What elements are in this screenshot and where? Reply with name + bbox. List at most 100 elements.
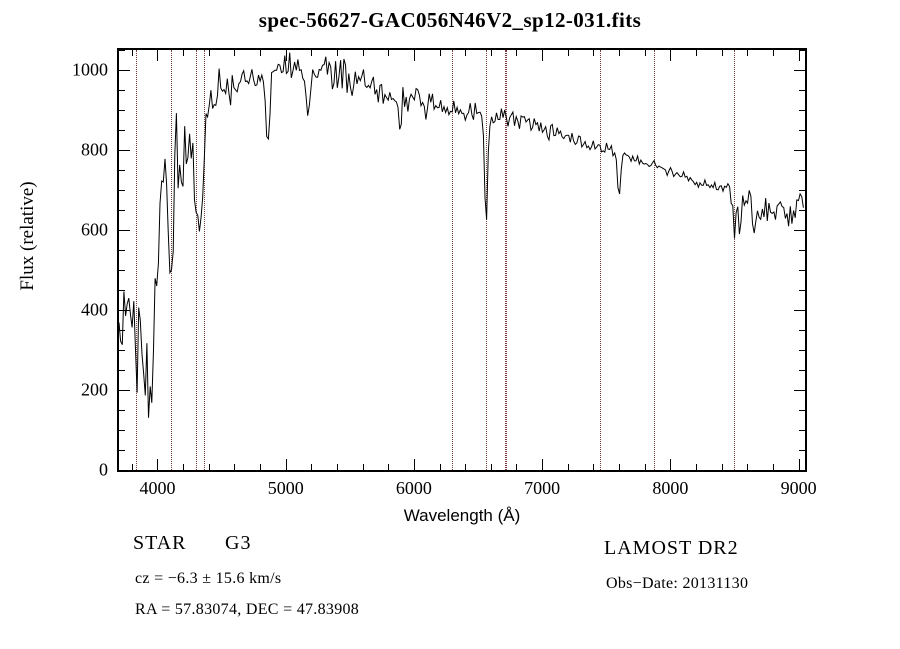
- line-marker-Li: [504, 50, 506, 470]
- tick-mark: [157, 459, 159, 470]
- tick-mark: [799, 170, 805, 171]
- tick-mark: [619, 50, 621, 56]
- tick-mark: [799, 290, 805, 291]
- tick-mark: [747, 50, 749, 56]
- tick-mark: [619, 464, 621, 470]
- tick-mark: [798, 459, 800, 470]
- tick-mark: [119, 150, 130, 151]
- tick-mark: [413, 459, 415, 470]
- object-type-label: STAR: [133, 532, 187, 554]
- tick-mark: [799, 450, 805, 451]
- tick-mark: [794, 70, 805, 71]
- tick-mark: [119, 330, 125, 331]
- y-tick-1000: 1000: [72, 59, 108, 80]
- line-marker-OIII: [204, 50, 205, 470]
- tick-mark: [542, 459, 544, 470]
- x-tick-5000: 5000: [267, 478, 304, 498]
- tick-mark: [490, 50, 492, 56]
- tick-mark: [794, 230, 805, 231]
- tick-mark: [119, 170, 125, 171]
- line-marker-CaII: [734, 50, 736, 470]
- tick-mark: [696, 50, 697, 56]
- y-tick-800: 800: [81, 139, 108, 160]
- tick-mark: [567, 50, 569, 56]
- spectral-class-label: G3: [225, 532, 252, 554]
- tick-mark: [567, 464, 569, 470]
- tick-mark: [208, 50, 210, 56]
- tick-mark: [490, 464, 492, 470]
- line-marker-SII: [654, 50, 656, 470]
- x-tick-6000: 6000: [395, 478, 432, 498]
- tick-mark: [260, 464, 262, 470]
- tick-mark: [794, 150, 805, 151]
- tick-mark: [311, 50, 313, 56]
- tick-mark: [799, 130, 805, 131]
- tick-mark: [157, 50, 159, 61]
- x-tick-9000: 9000: [780, 478, 817, 498]
- tick-mark: [119, 350, 125, 351]
- tick-mark: [119, 230, 130, 231]
- tick-mark: [799, 430, 805, 431]
- tick-mark: [119, 90, 125, 91]
- tick-mark: [119, 390, 130, 391]
- tick-mark: [119, 70, 130, 71]
- line-marker-G: [196, 50, 198, 470]
- tick-mark: [794, 310, 805, 311]
- tick-mark: [119, 190, 125, 191]
- tick-mark: [439, 464, 441, 470]
- x-tick-7000: 7000: [524, 478, 561, 498]
- tick-mark: [119, 210, 125, 211]
- tick-mark: [388, 464, 390, 470]
- tick-mark: [260, 50, 262, 56]
- tick-mark: [799, 410, 805, 411]
- tick-mark: [721, 464, 723, 470]
- tick-mark: [465, 50, 467, 56]
- tick-mark: [799, 210, 805, 211]
- tick-mark: [336, 464, 338, 470]
- tick-mark: [772, 464, 774, 470]
- tick-mark: [696, 464, 697, 470]
- coordinates-label: RA = 57.83074, DEC = 47.83908: [135, 601, 360, 618]
- tick-mark: [119, 250, 125, 251]
- y-tick-0: 0: [99, 459, 108, 480]
- tick-mark: [798, 50, 800, 61]
- tick-mark: [644, 464, 646, 470]
- tick-mark: [285, 459, 287, 470]
- tick-mark: [119, 50, 125, 51]
- line-marker-NI: [486, 50, 488, 470]
- tick-mark: [799, 250, 805, 251]
- tick-mark: [593, 464, 595, 470]
- x-tick-4000: 4000: [139, 478, 176, 498]
- tick-mark: [362, 50, 364, 56]
- line-marker-H: [136, 50, 138, 470]
- tick-mark: [747, 464, 749, 470]
- tick-mark: [799, 90, 805, 91]
- survey-label: LAMOST DR2: [604, 537, 739, 559]
- tick-mark: [285, 50, 287, 61]
- tick-mark: [799, 50, 805, 51]
- tick-mark: [465, 464, 467, 470]
- tick-mark: [119, 270, 125, 271]
- tick-mark: [119, 310, 130, 311]
- plot-frame: [117, 48, 807, 472]
- page-title: spec-56627-GAC056N46V2_sp12-031.fits: [258, 8, 642, 32]
- tick-mark: [794, 390, 805, 391]
- tick-mark: [119, 370, 125, 371]
- tick-mark: [311, 464, 313, 470]
- tick-mark: [413, 50, 415, 61]
- tick-mark: [388, 50, 390, 56]
- tick-mark: [131, 50, 133, 56]
- tick-mark: [593, 50, 595, 56]
- tick-mark: [799, 370, 805, 371]
- tick-mark: [516, 464, 518, 470]
- y-tick-600: 600: [81, 219, 108, 240]
- tick-mark: [119, 110, 125, 111]
- y-tick-400: 400: [81, 299, 108, 320]
- tick-mark: [119, 410, 125, 411]
- tick-mark: [131, 464, 133, 470]
- x-tick-8000: 8000: [652, 478, 689, 498]
- tick-mark: [234, 50, 236, 56]
- tick-mark: [721, 50, 723, 56]
- tick-mark: [119, 130, 125, 131]
